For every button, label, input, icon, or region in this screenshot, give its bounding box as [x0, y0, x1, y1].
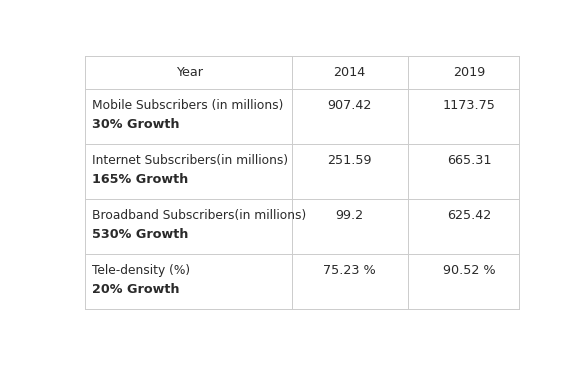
Text: Tele-density (%): Tele-density (%): [92, 264, 190, 277]
Text: 75.23 %: 75.23 %: [323, 264, 376, 277]
Text: 20% Growth: 20% Growth: [92, 283, 179, 296]
Text: Broadband Subscribers(in millions): Broadband Subscribers(in millions): [92, 209, 306, 222]
Text: 665.31: 665.31: [447, 154, 492, 167]
Text: 30% Growth: 30% Growth: [92, 118, 179, 131]
Text: 530% Growth: 530% Growth: [92, 228, 188, 241]
Text: Mobile Subscribers (in millions): Mobile Subscribers (in millions): [92, 99, 283, 112]
Text: 90.52 %: 90.52 %: [443, 264, 495, 277]
Text: 2019: 2019: [453, 66, 485, 79]
Text: 907.42: 907.42: [327, 99, 372, 112]
Text: 1173.75: 1173.75: [443, 99, 496, 112]
Text: 165% Growth: 165% Growth: [92, 173, 188, 186]
Text: Internet Subscribers(in millions): Internet Subscribers(in millions): [92, 154, 288, 167]
Text: 99.2: 99.2: [335, 209, 363, 222]
Text: 625.42: 625.42: [447, 209, 491, 222]
Text: Year: Year: [176, 66, 203, 79]
Text: 251.59: 251.59: [327, 154, 372, 167]
Text: 2014: 2014: [333, 66, 365, 79]
